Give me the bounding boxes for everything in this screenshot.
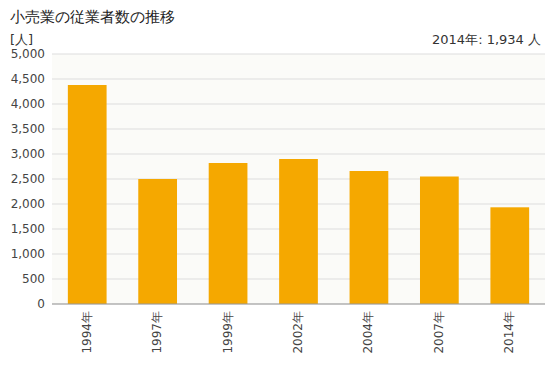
bar [420,177,459,305]
x-tick-label: 2004年 [361,311,375,354]
bar [209,163,248,304]
x-tick-labels: 1994年 1997年 1999年 2002年 2004年 2007年 2014年 [80,311,517,354]
y-tick-label: 1,500 [11,222,45,236]
y-tick-label: 2,000 [11,197,45,211]
y-tick-label: 1,000 [11,247,45,261]
x-tick-label: 1997年 [150,311,164,354]
grid-line [52,129,545,130]
y-tick-label: 4,000 [11,97,45,111]
grid-line [52,154,545,155]
grid-line [52,104,545,105]
bar [68,85,107,304]
y-tick-label: 3,500 [11,122,45,136]
y-tick-label: 5,000 [11,47,45,61]
plot-area [52,54,545,304]
grid-line [52,304,545,305]
y-tick-label: 3,000 [11,147,45,161]
x-tick-label: 2014年 [502,311,516,354]
grid-line [52,54,545,55]
x-tick-label: 1994年 [80,311,94,354]
bar [350,171,389,304]
bar [138,179,177,304]
y-tick-label: 4,500 [11,72,45,86]
y-tick-label: 500 [22,272,45,286]
bar [279,159,318,304]
y-grid [52,54,545,304]
bar [490,207,529,304]
y-tick-label: 0 [37,297,45,311]
y-tick-label: 2,500 [11,172,45,186]
x-axis-line [52,304,545,305]
bars [68,85,529,304]
title: 小売業の従業者数の推移 [10,8,175,26]
grid-line [52,79,545,80]
chart: 0 500 1,000 1,500 2,000 2,500 3,000 3,500 4,000 4… [0,0,560,366]
annotation: 2014年: 1,934 人 [432,32,541,47]
x-tick-label: 1999年 [221,311,235,354]
x-tick-label: 2007年 [432,311,446,354]
x-tick-label: 2002年 [291,311,305,354]
y-axis-label: [人] [10,32,33,47]
y-tick-labels: 0 500 1,000 1,500 2,000 2,500 3,000 3,500 4,000 4… [11,47,45,311]
